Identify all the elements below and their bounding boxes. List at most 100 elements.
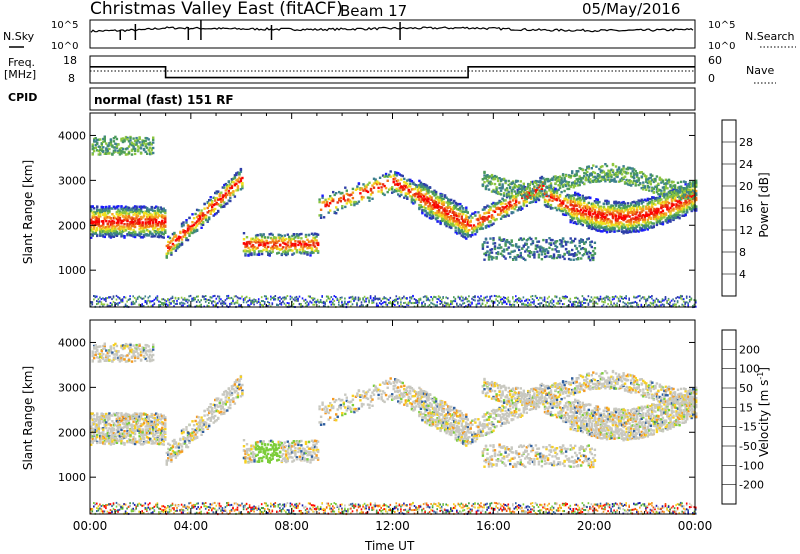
power-cell — [111, 207, 114, 210]
power-cell — [161, 219, 164, 223]
power-cell — [540, 193, 544, 196]
power-cell — [480, 304, 482, 307]
power-cell — [574, 209, 577, 213]
power-cell — [319, 214, 323, 217]
power-cell — [427, 297, 429, 300]
power-cell — [347, 193, 350, 196]
power-cell — [469, 304, 472, 307]
power-cell — [440, 215, 444, 219]
power-cell — [415, 184, 418, 187]
power-cell — [129, 295, 131, 298]
power-cell — [598, 200, 601, 204]
power-cell — [155, 297, 157, 300]
power-cell — [607, 221, 610, 225]
power-cell — [549, 184, 553, 187]
power-cell — [307, 246, 311, 250]
power-cell — [437, 199, 441, 203]
power-cell — [583, 213, 586, 216]
power-cell — [607, 298, 609, 301]
power-cell — [102, 305, 104, 308]
power-cell — [99, 213, 102, 216]
power-cell — [605, 231, 609, 234]
power-cell — [623, 209, 627, 212]
power-cell — [427, 189, 430, 192]
power-cell — [487, 188, 491, 191]
power-cell — [572, 239, 575, 243]
power-cell — [120, 300, 122, 303]
power-cell — [132, 295, 134, 298]
power-cell — [156, 295, 159, 298]
power-cell — [524, 201, 527, 204]
power-cell — [551, 189, 554, 192]
power-cell — [301, 240, 305, 243]
power-cell — [512, 186, 515, 189]
power-cell — [590, 300, 593, 303]
power-cell — [283, 238, 286, 242]
power-cell — [332, 301, 334, 304]
power-cell — [129, 234, 132, 237]
power-cell — [577, 250, 580, 253]
power-cell — [587, 302, 590, 305]
power-cell — [620, 207, 624, 210]
power-cell — [155, 221, 158, 224]
power-cell — [273, 296, 275, 299]
power-cell — [590, 167, 593, 170]
power-cell — [365, 300, 367, 303]
power-cell — [203, 214, 206, 217]
power-cell — [316, 251, 320, 254]
power-cell — [300, 232, 303, 236]
power-cell — [161, 298, 163, 301]
power-cell — [599, 165, 603, 169]
power-cell — [144, 221, 147, 224]
power-cell — [97, 300, 100, 303]
power-cell — [549, 301, 552, 304]
power-cell — [512, 303, 514, 306]
power-cell — [96, 234, 99, 238]
power-cell — [108, 233, 111, 236]
power-cell — [214, 294, 216, 297]
power-cell — [539, 245, 542, 248]
power-cell — [129, 298, 131, 301]
power-cell — [484, 238, 488, 241]
power-cell — [583, 219, 586, 222]
power-cell — [584, 206, 587, 209]
power-cell — [141, 225, 144, 229]
power-cell — [527, 186, 530, 189]
power-cell — [177, 237, 181, 240]
power-cell — [548, 255, 551, 258]
power-cell — [409, 185, 412, 188]
power-cell — [564, 297, 567, 300]
power-cell — [586, 166, 589, 170]
power-cell — [569, 201, 572, 204]
power-cell — [546, 250, 550, 253]
power-cell — [192, 228, 196, 231]
power-cell — [528, 250, 531, 253]
power-cell — [540, 185, 544, 189]
power-cell — [431, 215, 435, 219]
power-cell — [604, 215, 607, 218]
power-cell — [619, 169, 622, 172]
power-cell — [551, 196, 554, 199]
power-cell — [156, 216, 159, 219]
power-cell — [586, 203, 589, 206]
power-cell — [474, 227, 477, 231]
power-cell — [433, 204, 436, 207]
power-cell — [183, 298, 186, 301]
power-cell — [397, 297, 399, 300]
power-cell — [115, 137, 119, 141]
power-cell — [599, 212, 603, 215]
power-cell — [599, 221, 603, 224]
power-cell — [484, 211, 488, 215]
power-cell — [118, 153, 122, 156]
power-cell — [345, 189, 348, 192]
power-cell — [608, 208, 612, 211]
power-cell — [584, 209, 587, 213]
power-cell — [115, 230, 119, 234]
power-cell — [561, 201, 565, 204]
power-cell — [587, 226, 590, 230]
power-cell — [490, 177, 494, 180]
power-cell — [270, 232, 273, 236]
power-cell — [153, 206, 156, 210]
power-cell — [362, 298, 364, 301]
power-cell — [345, 192, 348, 196]
